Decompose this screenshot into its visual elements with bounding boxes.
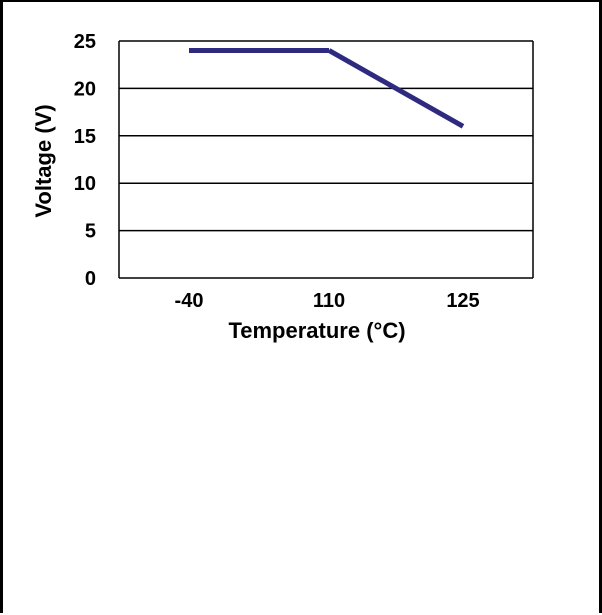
y-tick-label: 20 (74, 78, 96, 100)
series-group (189, 47, 465, 129)
y-tick-label: 10 (74, 173, 96, 195)
axes (118, 41, 534, 278)
gridlines (119, 40, 533, 279)
series-line-segment (327, 48, 465, 129)
x-axis-title: Temperature (°C) (228, 318, 405, 343)
x-tick-label: 125 (446, 290, 479, 312)
y-tick-label: 5 (85, 221, 96, 243)
y-tick-label: 15 (74, 126, 96, 148)
x-tick-label: 110 (313, 290, 345, 312)
x-tick-label: -40 (175, 290, 204, 312)
y-tick-label: 25 (74, 31, 96, 53)
y-tick-labels: 0 5 10 15 20 25 (74, 31, 96, 290)
y-tick-label: 0 (85, 268, 96, 290)
x-tick-labels: -40 110 125 (175, 290, 480, 312)
y-axis-title: Voltage (V) (31, 104, 56, 217)
voltage-temperature-chart: 0 5 10 15 20 25 -40 110 125 Temperature (°C) Vo… (31, 31, 534, 343)
